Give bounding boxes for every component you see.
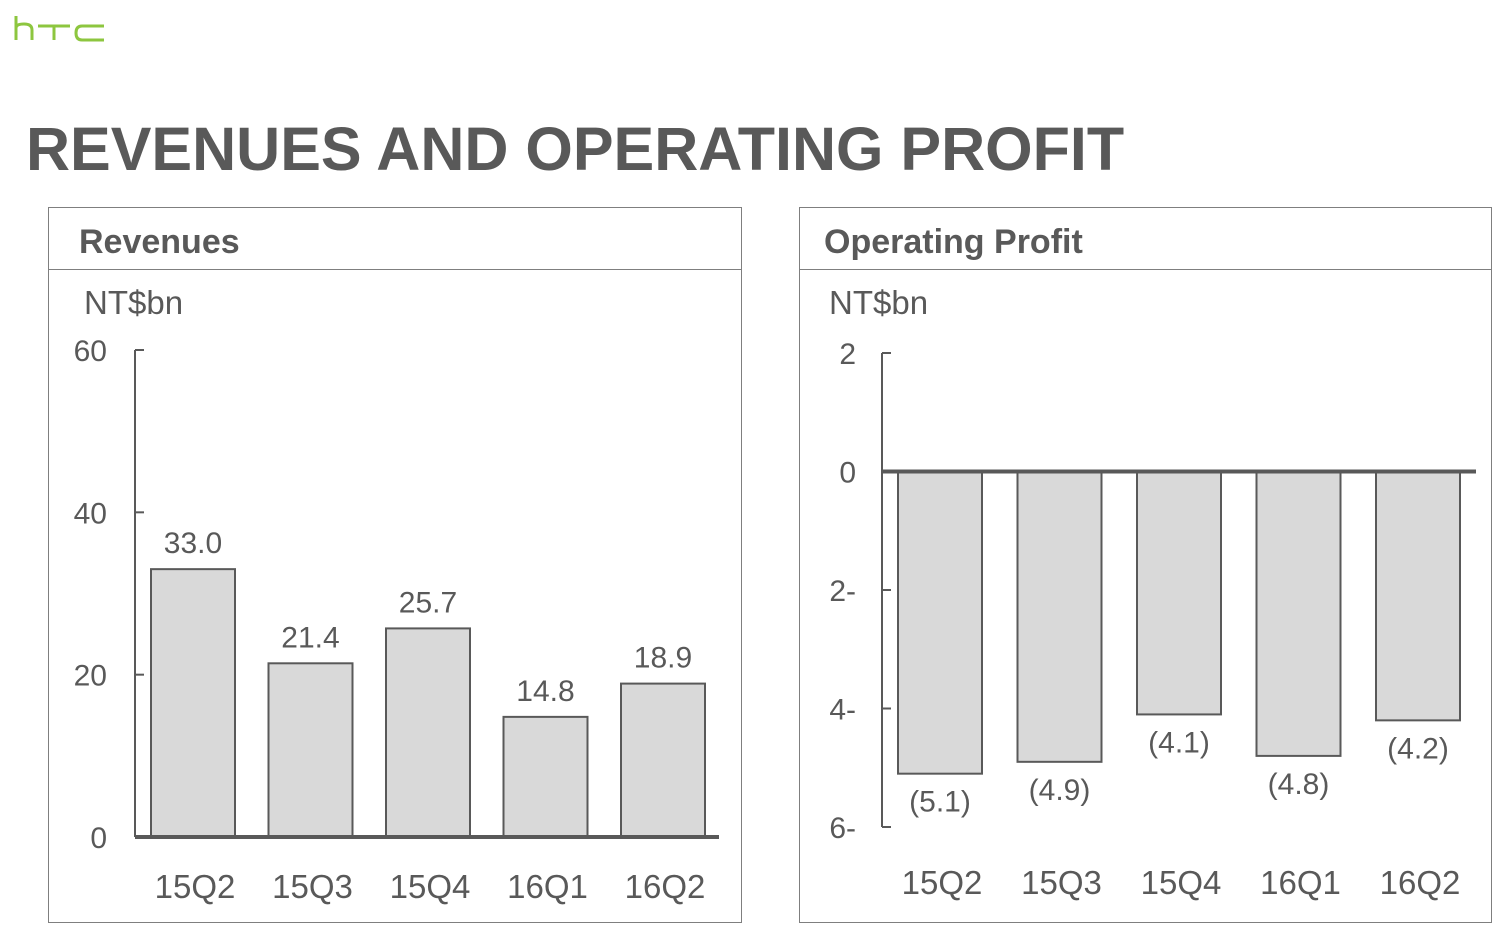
bar [1375, 470, 1461, 722]
bar [502, 715, 589, 838]
bar [1255, 470, 1342, 757]
revenues-unit-label: NT$bn [84, 284, 184, 321]
x-category-label: 16Q2 [1380, 864, 1461, 901]
page-title: REVENUES AND OPERATING PROFIT [26, 115, 1125, 183]
x-category-label: 15Q4 [390, 868, 471, 905]
y-tick-label: 60 [74, 335, 107, 368]
x-category-label: 16Q2 [625, 868, 706, 905]
revenues-panel: Revenues NT$bn 0 20 40 60 33.0 15Q2 21.4 15Q3 25… [48, 207, 742, 923]
htc-logo [14, 16, 104, 42]
y-tick-label: 40 [74, 497, 107, 530]
operating-profit-panel: Operating Profit NT$bn 2 0 2- 4- 6- (5.1) 15Q2… [799, 207, 1492, 923]
y-tick-label: 2- [829, 575, 856, 608]
data-label: (5.1) [909, 786, 971, 819]
y-tick-label: 20 [74, 660, 107, 693]
y-tick-label: 0 [839, 457, 856, 490]
data-label: 21.4 [281, 621, 339, 654]
x-category-label: 15Q2 [155, 868, 236, 905]
data-label: 25.7 [399, 586, 457, 619]
bar [385, 627, 471, 838]
operating-profit-unit-label: NT$bn [829, 284, 929, 321]
y-tick-label: 6- [829, 812, 856, 845]
bar [897, 470, 983, 775]
data-label: (4.2) [1387, 732, 1449, 765]
data-label: 18.9 [634, 642, 692, 675]
data-label: (4.9) [1029, 774, 1091, 807]
bar [620, 682, 706, 838]
operating-profit-chart-title: Operating Profit [800, 208, 1491, 270]
bar [1016, 470, 1103, 763]
data-label: 14.8 [516, 675, 574, 708]
data-label: (4.1) [1148, 726, 1210, 759]
data-label: 33.0 [164, 527, 222, 560]
bar [150, 568, 236, 838]
operating-profit-bar-chart: 2 0 2- 4- 6- (5.1) 15Q2 (4.9) 15Q3 (4.1) 15Q4 (4.8)… [829, 338, 1476, 901]
x-category-label: 16Q1 [1260, 864, 1341, 901]
revenues-bar-chart: 0 20 40 60 33.0 15Q2 21.4 15Q3 25.7 15Q4 14.8 16Q1 1… [74, 335, 719, 905]
revenues-chart-title: Revenues [49, 208, 741, 270]
x-category-label: 15Q3 [272, 868, 353, 905]
y-tick-label: 2 [839, 338, 856, 371]
bar [1136, 470, 1222, 716]
x-category-label: 15Q3 [1021, 864, 1102, 901]
x-category-label: 15Q4 [1141, 864, 1222, 901]
data-label: (4.8) [1268, 768, 1330, 801]
y-tick-label: 4- [829, 694, 856, 727]
y-tick-label: 0 [90, 822, 107, 855]
x-category-label: 15Q2 [902, 864, 983, 901]
x-category-label: 16Q1 [507, 868, 588, 905]
bar [267, 662, 354, 839]
